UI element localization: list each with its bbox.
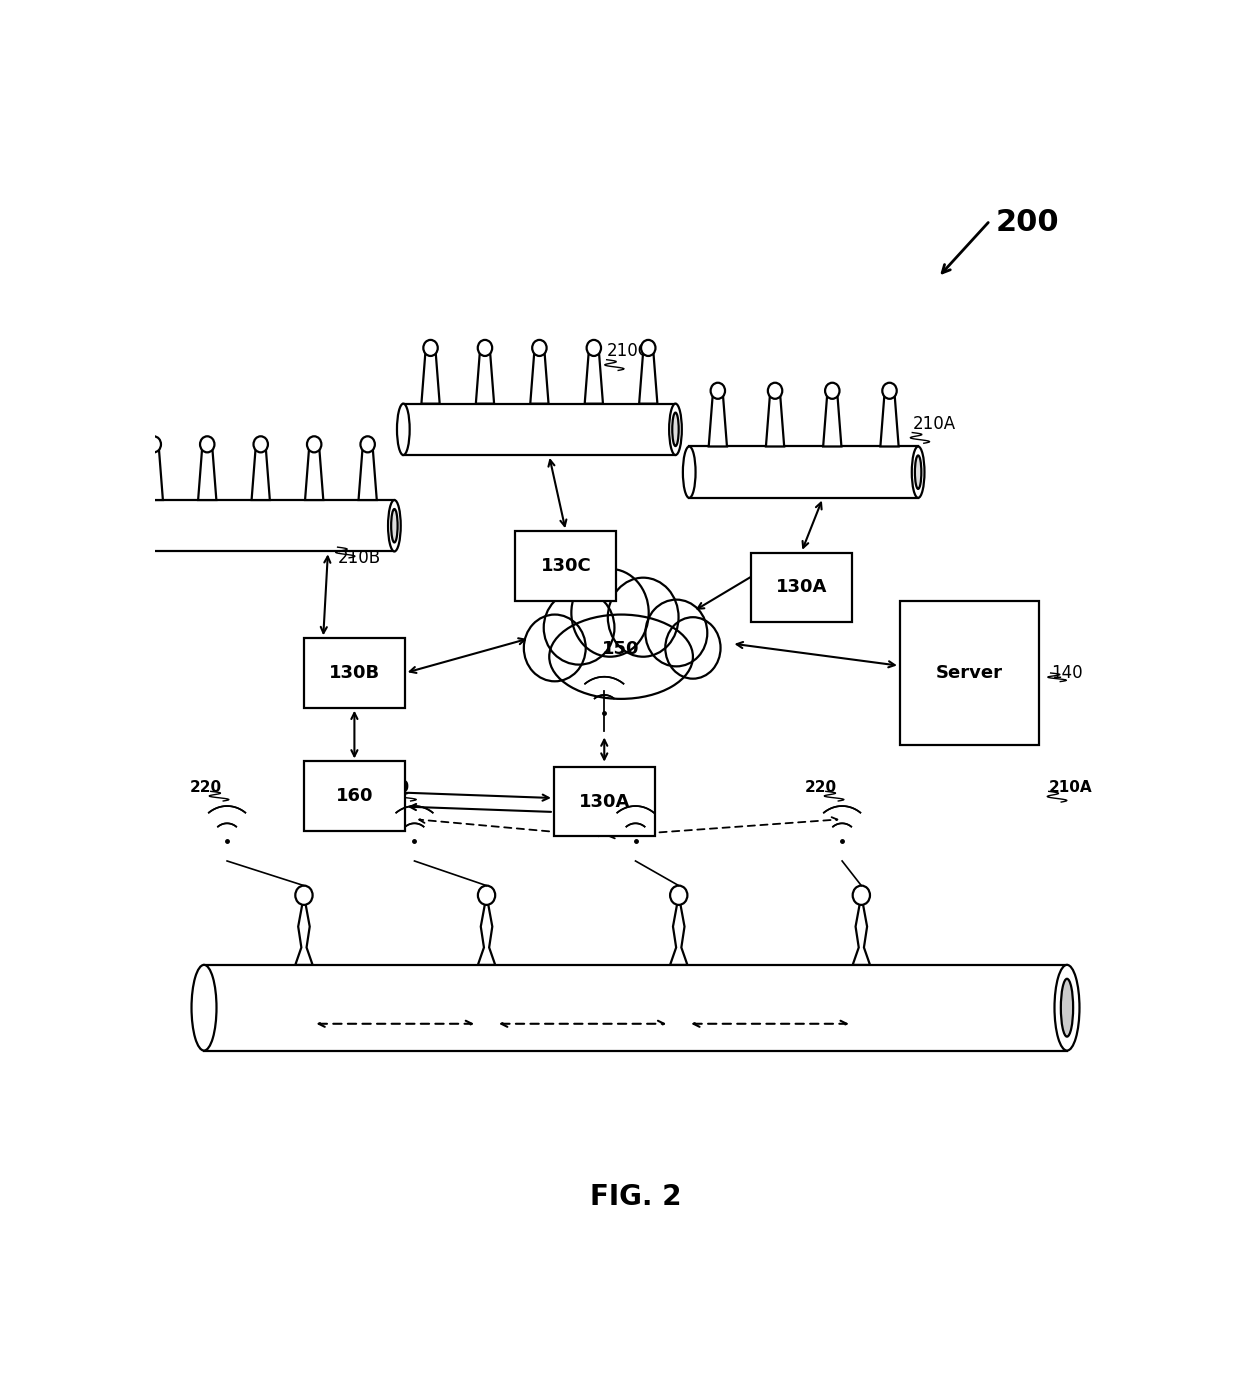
Circle shape — [587, 339, 601, 356]
Bar — [304, 638, 405, 708]
Circle shape — [200, 437, 215, 452]
Ellipse shape — [388, 499, 401, 551]
Text: 140: 140 — [1050, 664, 1083, 682]
Text: 210B: 210B — [337, 549, 381, 568]
Text: 220: 220 — [377, 779, 409, 794]
Text: 210A: 210A — [913, 415, 955, 433]
Circle shape — [253, 437, 268, 452]
Circle shape — [295, 886, 312, 906]
Circle shape — [825, 383, 839, 399]
Ellipse shape — [120, 499, 134, 551]
Polygon shape — [198, 444, 216, 499]
Circle shape — [477, 339, 492, 356]
Circle shape — [423, 339, 438, 356]
Ellipse shape — [1061, 979, 1073, 1036]
Polygon shape — [853, 896, 870, 965]
Circle shape — [641, 339, 656, 356]
Circle shape — [532, 339, 547, 356]
Ellipse shape — [915, 455, 921, 488]
Text: Server: Server — [936, 664, 1003, 682]
Circle shape — [361, 437, 374, 452]
Ellipse shape — [191, 965, 217, 1050]
Polygon shape — [145, 444, 162, 499]
Circle shape — [768, 383, 782, 399]
Text: 130A: 130A — [579, 793, 630, 811]
Circle shape — [670, 886, 687, 906]
Bar — [689, 447, 918, 498]
Polygon shape — [531, 348, 548, 403]
Ellipse shape — [672, 413, 678, 447]
Bar — [205, 965, 1066, 1050]
Polygon shape — [252, 444, 270, 499]
Ellipse shape — [911, 447, 925, 498]
Polygon shape — [477, 896, 495, 965]
Ellipse shape — [670, 403, 682, 455]
Polygon shape — [305, 444, 324, 499]
Polygon shape — [639, 348, 657, 403]
Ellipse shape — [645, 600, 707, 666]
Bar — [900, 601, 1039, 746]
Text: 130B: 130B — [329, 664, 379, 682]
Text: 130C: 130C — [541, 556, 591, 574]
Polygon shape — [766, 391, 784, 447]
Text: 220: 220 — [190, 779, 222, 794]
Polygon shape — [880, 391, 899, 447]
Bar — [751, 552, 852, 622]
Text: 130A: 130A — [775, 579, 827, 597]
Text: 160: 160 — [336, 787, 373, 805]
Bar — [403, 403, 676, 455]
Circle shape — [883, 383, 897, 399]
Circle shape — [308, 437, 321, 452]
Polygon shape — [358, 444, 377, 499]
Polygon shape — [670, 896, 687, 965]
Ellipse shape — [666, 618, 720, 679]
Ellipse shape — [1054, 965, 1080, 1050]
Polygon shape — [295, 896, 312, 965]
Bar — [304, 761, 405, 830]
Text: 200: 200 — [996, 207, 1059, 236]
Bar — [126, 499, 394, 551]
Ellipse shape — [683, 447, 696, 498]
Polygon shape — [476, 348, 494, 403]
Ellipse shape — [608, 577, 678, 657]
Circle shape — [477, 886, 495, 906]
Text: 210C: 210C — [606, 342, 650, 360]
Text: 150: 150 — [603, 640, 640, 658]
Circle shape — [146, 437, 161, 452]
Bar — [554, 766, 655, 836]
Ellipse shape — [572, 569, 649, 657]
Polygon shape — [709, 391, 727, 447]
Text: 220: 220 — [598, 779, 630, 794]
Circle shape — [711, 383, 725, 399]
Text: FIG. 2: FIG. 2 — [590, 1184, 681, 1212]
Polygon shape — [823, 391, 842, 447]
Polygon shape — [585, 348, 603, 403]
Ellipse shape — [549, 615, 693, 698]
Polygon shape — [422, 348, 440, 403]
Ellipse shape — [391, 509, 398, 542]
Ellipse shape — [397, 403, 409, 455]
Bar — [516, 531, 616, 601]
Ellipse shape — [523, 615, 585, 682]
Text: 210A: 210A — [1049, 779, 1092, 794]
Circle shape — [853, 886, 870, 906]
Text: 220: 220 — [805, 779, 837, 794]
Ellipse shape — [543, 591, 615, 665]
